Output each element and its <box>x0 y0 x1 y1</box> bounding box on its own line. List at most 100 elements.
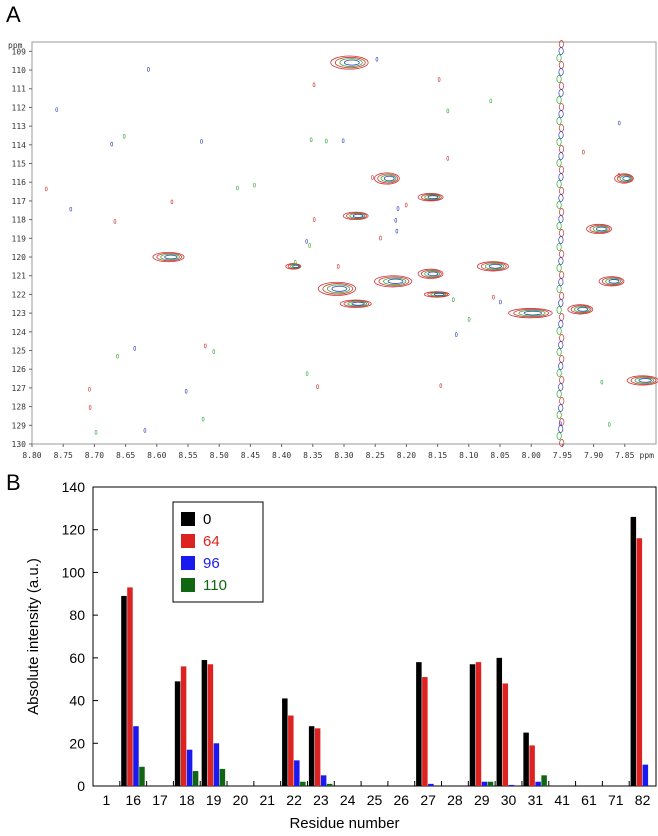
bar-x-tick-label-8: 23 <box>313 792 329 808</box>
bar-x-tick-label-3: 18 <box>179 792 195 808</box>
nmr-solvent-ridge <box>556 40 565 447</box>
nmr-x-tick-label-15: 8.05 <box>490 451 509 460</box>
legend-swatch-110 <box>181 578 195 592</box>
nmr-peak-15 <box>423 291 450 298</box>
bar-23-series-96 <box>320 775 327 786</box>
nmr-y-tick-label-6: 115 <box>12 160 27 169</box>
bar-x-tick-label-4: 19 <box>206 792 222 808</box>
nmr-peak-8 <box>373 275 413 288</box>
bar-chart-panel: 0 20 40 60 80 100 120 140 1 16 17 18 19 20 21 22 23 24 25 2… <box>25 479 657 832</box>
nmr-peak-4 <box>342 211 369 221</box>
bar-18-series-96 <box>186 749 193 786</box>
bar-x-tick-label-10: 25 <box>367 792 383 808</box>
bar-x-tick-label-17: 41 <box>554 792 570 808</box>
bar-y-tick-label-6: 120 <box>62 522 86 538</box>
bar-82-series-96 <box>642 764 649 786</box>
bar-29-series-64 <box>475 662 482 786</box>
nmr-peak-7 <box>317 281 357 296</box>
nmr-y-tick-label-14: 123 <box>12 309 27 318</box>
nmr-x-tick-label-1: 8.75 <box>54 451 73 460</box>
nmr-peak-10 <box>476 261 509 272</box>
nmr-peak-2 <box>373 172 400 185</box>
nmr-x-tick-label-2: 8.70 <box>85 451 104 460</box>
bar-31-series-0 <box>523 732 529 786</box>
panel-b-label: B <box>6 470 21 495</box>
nmr-y-tick-label-19: 128 <box>12 403 27 412</box>
nmr-y-tick-label-12: 121 <box>12 272 27 281</box>
bar-18-series-0 <box>174 681 181 786</box>
legend-swatch-0 <box>181 512 195 526</box>
bar-x-tick-label-16: 31 <box>528 792 544 808</box>
bar-legend: 0 64 96 110 <box>172 501 264 603</box>
bar-22-series-110 <box>300 781 306 786</box>
bar-y-tick-label-4: 80 <box>69 607 85 623</box>
legend-label-64: 64 <box>203 533 220 550</box>
bar-x-tick-label-7: 22 <box>286 792 302 808</box>
bar-18-series-64 <box>180 666 187 786</box>
nmr-y-tick-label-15: 124 <box>12 328 27 337</box>
bar-y-tick-label-3: 60 <box>69 650 85 666</box>
nmr-peak-11 <box>598 276 625 287</box>
nmr-y-tick-label-10: 119 <box>12 234 27 243</box>
nmr-x-tick-label-11: 8.25 <box>366 451 385 460</box>
bar-27-series-0 <box>416 662 422 786</box>
nmr-y-tick-label-18: 127 <box>12 384 27 393</box>
legend-label-0: 0 <box>203 511 211 528</box>
bar-23-series-110 <box>326 783 333 786</box>
nmr-y-tick-label-2: 111 <box>12 85 27 94</box>
nmr-x-tick-label-4: 8.60 <box>147 451 166 460</box>
bar-29-series-0 <box>469 664 476 786</box>
bar-16-series-64 <box>127 587 133 786</box>
bar-x-tick-label-1: 16 <box>125 792 141 808</box>
nmr-peak-9 <box>417 268 444 279</box>
bar-29-series-110 <box>487 781 494 786</box>
nmr-y-tick-label-13: 122 <box>12 290 27 299</box>
bar-x-tick-label-12: 27 <box>420 792 436 808</box>
bar-30-series-96 <box>508 784 515 786</box>
nmr-spectrum-panel: ppm1091101111121131141151161171181191201… <box>8 40 658 460</box>
nmr-x-tick-label-17: 7.95 <box>553 451 572 460</box>
bar-x-tick-label-2: 17 <box>152 792 168 808</box>
bar-82-series-64 <box>636 538 643 786</box>
bar-19-series-96 <box>213 743 220 786</box>
bar-y-tick-label-1: 20 <box>69 735 85 751</box>
nmr-peak-17 <box>285 263 302 270</box>
nmr-x-tick-label-6: 8.50 <box>210 451 229 460</box>
nmr-peak-1 <box>152 251 185 263</box>
nmr-x-tick-label-0: 8.80 <box>22 451 41 460</box>
nmr-y-tick-label-0: 109 <box>12 47 27 56</box>
bar-29-series-96 <box>481 781 488 786</box>
nmr-y-tick-label-9: 118 <box>12 216 27 225</box>
bar-x-tick-label-0: 1 <box>103 792 111 808</box>
legend-swatch-64 <box>181 534 195 548</box>
nmr-x-tick-label-13: 8.15 <box>428 451 447 460</box>
nmr-y-tick-label-7: 116 <box>12 178 27 187</box>
bar-y-tick-label-0: 0 <box>77 778 85 794</box>
nmr-x-tick-label-7: 8.45 <box>241 451 260 460</box>
bar-30-series-0 <box>496 657 503 786</box>
bar-16-series-110 <box>139 766 145 786</box>
nmr-peak-5 <box>586 223 612 235</box>
bar-18-series-110 <box>192 771 199 786</box>
nmr-x-tick-label-10: 8.30 <box>334 451 353 460</box>
bar-22-series-0 <box>282 698 288 786</box>
nmr-y-tick-label-16: 125 <box>12 347 27 356</box>
nmr-x-tick-label-8: 8.40 <box>272 451 291 460</box>
nmr-x-tick-label-12: 8.20 <box>397 451 416 460</box>
bar-23-series-64 <box>314 728 321 786</box>
bar-30-series-64 <box>502 683 509 786</box>
bar-22-series-96 <box>294 760 300 786</box>
bar-27-series-96 <box>428 783 434 786</box>
bar-x-tick-label-11: 26 <box>394 792 410 808</box>
nmr-y-tick-label-21: 130 <box>12 440 27 449</box>
bar-y-axis-title: Absolute intensity (a.u.) <box>25 558 42 715</box>
nmr-noise <box>44 57 621 435</box>
bar-x-tick-label-19: 71 <box>608 792 624 808</box>
bar-x-axis-title: Residue number <box>289 815 399 832</box>
bar-y-tick-label-5: 100 <box>62 564 86 580</box>
bar-16-series-0 <box>121 595 127 786</box>
nmr-peak-3 <box>417 193 444 202</box>
nmr-y-tick-label-1: 110 <box>12 66 27 75</box>
nmr-y-unit: ppm <box>8 41 23 50</box>
